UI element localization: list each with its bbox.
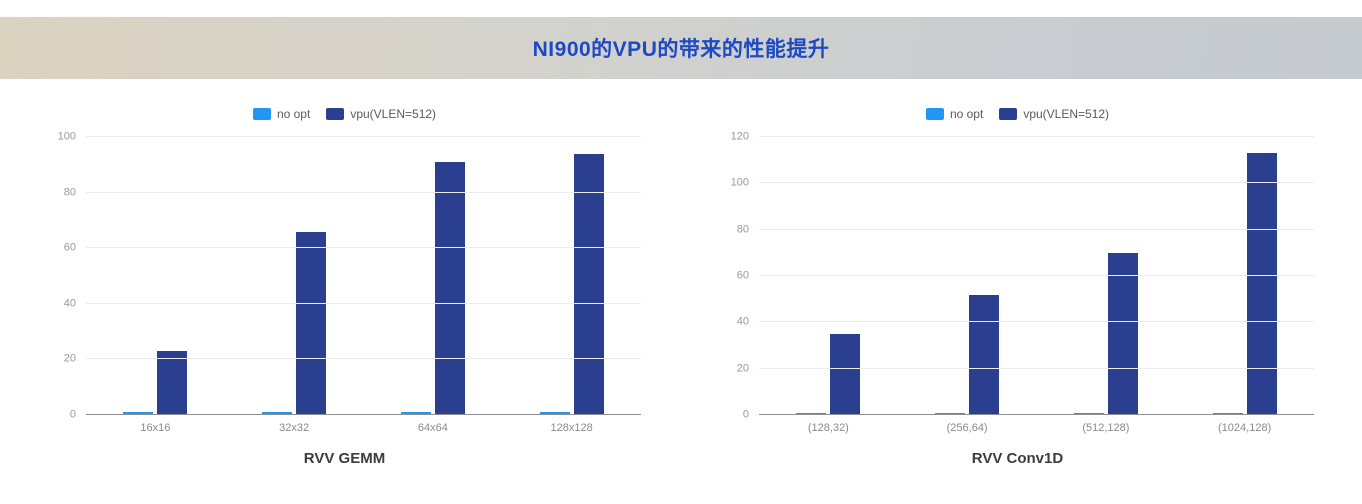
gridline [759,275,1314,276]
bar-group [1175,137,1314,415]
gridline [759,321,1314,323]
gridline [759,136,1314,137]
gridline [86,358,641,360]
bar-vpu-vlen-512-[interactable] [1246,153,1277,415]
bar-no-opt[interactable] [935,412,966,415]
bar-no-opt[interactable] [262,412,293,415]
bar-no-opt[interactable] [796,412,827,415]
x-tick-label: (256,64) [946,422,988,434]
y-tick-label: 80 [736,223,749,236]
y-tick-label: 80 [63,186,76,199]
bar-no-opt[interactable] [123,412,154,415]
bar-vpu-vlen-512-[interactable] [969,294,1000,415]
page-title: NI900的VPU的带来的性能提升 [532,38,830,61]
bar-group [502,137,641,415]
x-tick-label: (1024,128) [1218,422,1272,434]
legend-label: vpu(VLEN=512) [1023,107,1110,121]
y-tick-label: 0 [69,408,76,421]
legend-swatch [252,108,271,120]
x-axis-labels: (128,32) (256,64) (512,128) (1024,128) [759,415,1314,434]
gridline [86,136,641,137]
legend-item[interactable]: no opt [252,107,311,121]
legend-item[interactable]: vpu(VLEN=512) [326,107,436,121]
chart-title: RVV Conv1D [971,450,1064,467]
gridline [759,228,1314,230]
x-tick-label: 16x16 [140,422,171,434]
y-tick-label: 20 [63,352,76,365]
x-axis-line [759,414,1314,415]
legend-swatch [326,108,345,120]
chart-rvv-conv1d: no opt vpu(VLEN=512) 0 20 40 60 80 100 120 (128… [721,99,1314,467]
legend-label: no opt [276,107,311,121]
y-tick-label: 40 [63,297,76,310]
bar-group [898,137,1037,415]
plot-area [86,136,641,415]
y-axis: 0 20 40 60 80 100 [48,131,86,420]
bar-group [1037,137,1176,415]
bar-vpu-vlen-512-[interactable] [1107,252,1138,415]
chart-legend: no opt vpu(VLEN=512) [48,107,641,121]
plot-wrap: (128,32) (256,64) (512,128) (1024,128) [759,136,1314,434]
bar-group [86,137,225,415]
bar-vpu-vlen-512-[interactable] [573,153,604,415]
x-tick-label: 64x64 [417,422,448,434]
y-tick-label: 100 [57,130,76,143]
y-tick-label: 60 [63,241,76,254]
chart-body: 0 20 40 60 80 100 120 (128,32) (256,64) (512,128… [721,131,1314,434]
y-tick-label: 60 [736,269,749,282]
legend-item[interactable]: vpu(VLEN=512) [999,107,1109,121]
gridline [86,247,641,249]
header-banner: NI900的VPU的带来的性能提升 [0,17,1362,79]
gridline [86,191,641,193]
x-tick-label: 32x32 [279,422,310,434]
bar-groups [759,137,1314,415]
charts-row: no opt vpu(VLEN=512) 0 20 40 60 80 100 16x16 32… [0,79,1362,467]
chart-body: 0 20 40 60 80 100 16x16 32x32 64x64 128x128 [48,131,641,434]
bar-vpu-vlen-512-[interactable] [830,333,861,415]
x-axis-line [86,414,641,415]
bar-group [225,137,364,415]
y-tick-label: 100 [730,176,749,189]
gridline [759,367,1314,369]
bar-no-opt[interactable] [1073,412,1104,415]
y-tick-label: 40 [736,315,749,328]
bar-group [759,137,898,415]
legend-item[interactable]: no opt [925,107,984,121]
x-tick-label: (512,128) [1082,422,1130,434]
legend-label: vpu(VLEN=512) [350,107,437,121]
legend-swatch [925,108,944,120]
legend-swatch [999,108,1018,120]
bar-no-opt[interactable] [539,412,570,415]
y-axis: 0 20 40 60 80 100 120 [721,131,759,420]
bar-groups [86,137,641,415]
y-tick-label: 0 [742,408,749,421]
y-tick-label: 120 [730,130,749,143]
gridline [759,182,1314,184]
chart-title: RVV GEMM [303,450,386,467]
bar-group [364,137,503,415]
plot-area [759,136,1314,415]
bar-no-opt[interactable] [1212,412,1243,415]
y-tick-label: 20 [736,362,749,375]
bar-vpu-vlen-512-[interactable] [296,231,327,415]
bar-vpu-vlen-512-[interactable] [434,162,465,415]
plot-wrap: 16x16 32x32 64x64 128x128 [86,136,641,434]
x-axis-labels: 16x16 32x32 64x64 128x128 [86,415,641,434]
x-tick-label: (128,32) [807,422,849,434]
x-tick-label: 128x128 [550,422,593,434]
legend-label: no opt [949,107,984,121]
bar-no-opt[interactable] [400,412,431,415]
gridline [86,302,641,304]
chart-legend: no opt vpu(VLEN=512) [721,107,1314,121]
bar-vpu-vlen-512-[interactable] [157,351,188,415]
chart-rvv-gemm: no opt vpu(VLEN=512) 0 20 40 60 80 100 16x16 32… [48,99,641,467]
